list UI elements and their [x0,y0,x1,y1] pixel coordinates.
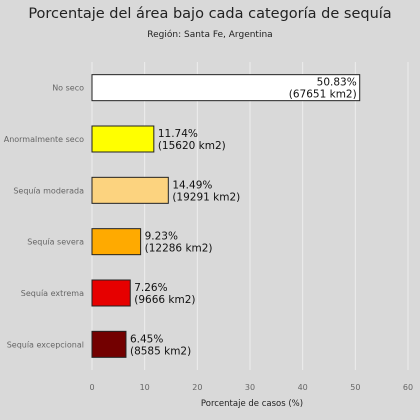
data-label-percent-4: 7.26% [134,282,167,294]
data-label-percent-5: 6.45% [130,333,163,345]
bar-3 [91,228,142,256]
bar-4 [91,279,131,307]
data-label-area-5: (8585 km2) [130,345,191,357]
bar-2 [91,176,169,204]
category-label-0: No seco [52,84,84,93]
chart-title: Porcentaje del área bajo cada categoría … [28,6,391,22]
chart-subtitle: Región: Santa Fe, Argentina [147,29,272,40]
x-tick-label-4: 40 [298,383,308,392]
x-tick-label-5: 50 [350,383,360,392]
data-label-area-2: (19291 km2) [172,191,240,203]
category-labels: No seco Anormalmente seco Sequía moderada S… [4,84,84,350]
data-label-area-3: (12286 km2) [145,243,213,255]
x-tick-label-6: 60 [403,383,413,392]
data-label-percent-1: 11.74% [158,128,198,140]
data-labels: 50.83%(67651 km2) 11.74%(15620 km2) 14.49%… [130,77,357,358]
x-tick-label-2: 20 [192,383,202,392]
category-label-5: Sequía excepcional [7,340,84,349]
data-label-percent-3: 9.23% [145,231,178,243]
category-label-2: Sequía moderada [13,186,84,195]
x-tick-label-3: 30 [245,383,255,392]
category-label-3: Sequía severa [27,238,84,247]
x-tick-label-0: 0 [89,383,94,392]
data-label-area-1: (15620 km2) [158,140,226,152]
data-label-percent-0: 50.83% [317,77,357,89]
data-label-area-0: (67651 km2) [289,89,357,101]
grid [91,62,409,370]
bar-0 [91,74,361,102]
x-tick-label-1: 10 [140,383,150,392]
x-axis-title: Porcentaje de casos (%) [201,399,303,409]
bar-5 [91,330,127,358]
data-label-percent-2: 14.49% [172,179,212,191]
bar-1 [91,125,155,153]
category-label-4: Sequía extrema [21,289,84,298]
bars [91,74,361,358]
category-label-1: Anormalmente seco [4,135,84,144]
x-ticks: 0 10 20 30 40 50 60 [89,383,413,392]
data-label-area-4: (9666 km2) [134,294,195,306]
